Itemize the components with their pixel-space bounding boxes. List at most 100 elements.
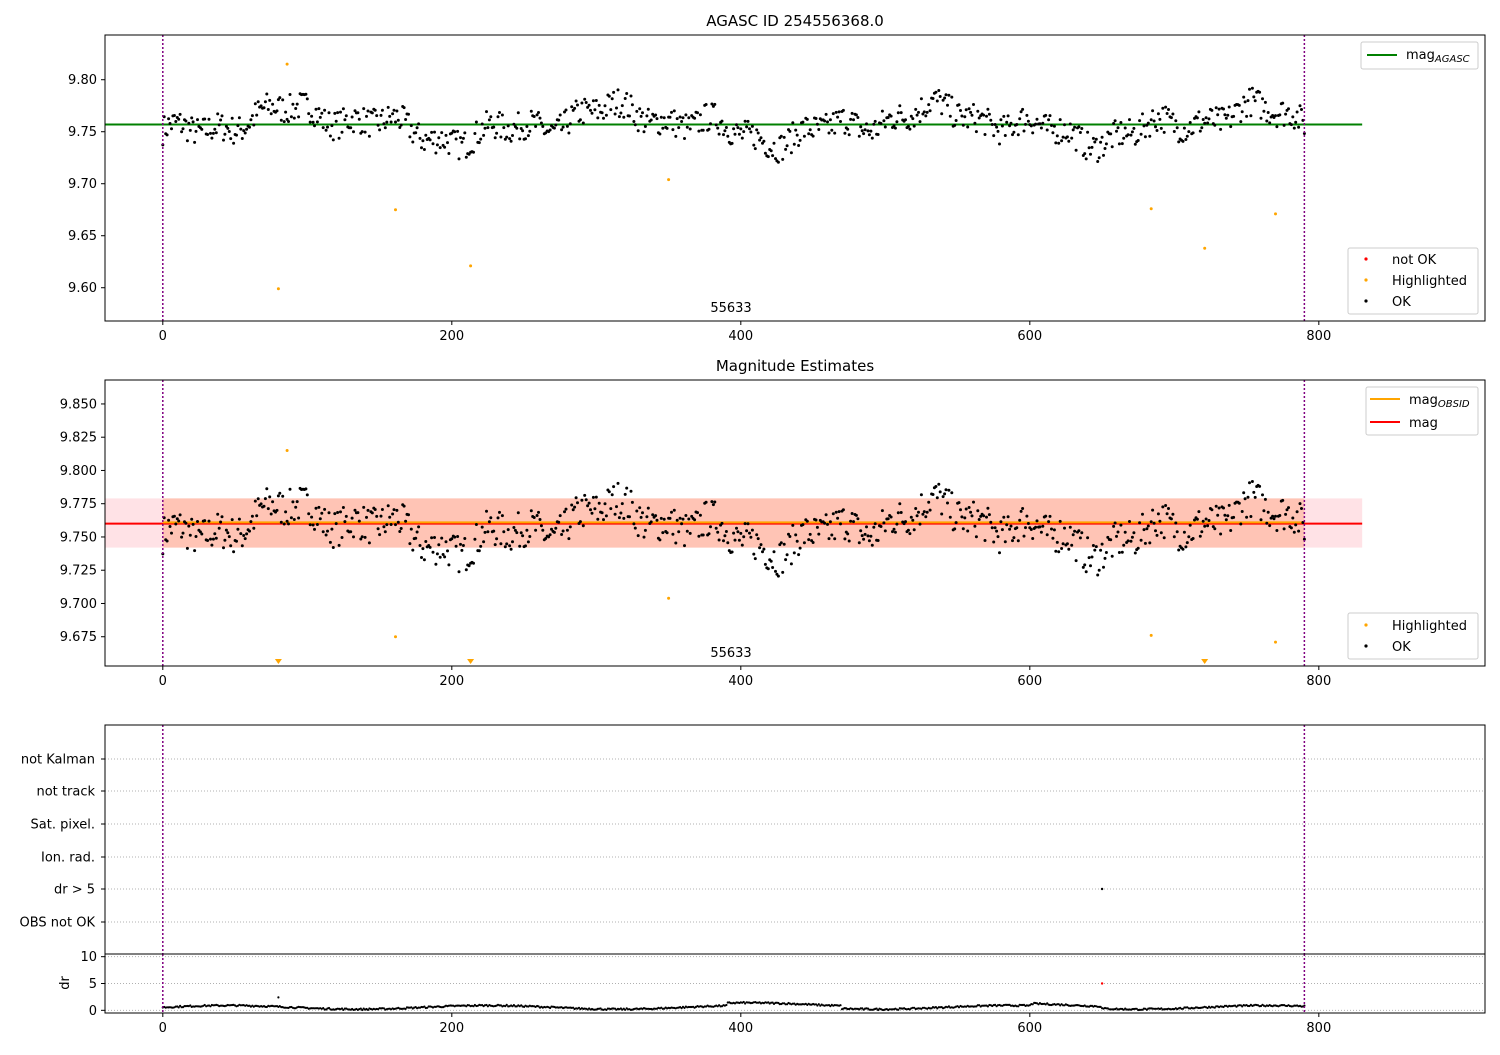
ok-point [732,127,736,131]
ok-point [742,1000,745,1004]
ok-point [1103,147,1107,150]
ok-point [561,125,565,129]
ok-point [185,546,189,550]
ok-point [1109,538,1113,542]
ok-point [203,519,207,523]
ok-point [1284,512,1288,516]
ok-point [1123,126,1127,130]
ok-point [1065,542,1069,546]
ok-point [645,515,649,519]
ok-point [297,516,301,520]
ok-point [841,108,845,112]
ok-point [435,143,439,147]
ok-point [661,531,665,535]
ok-point [574,99,578,103]
panel-dr: 0 200 400 600 800 0 5 10 dr [58,950,1486,1036]
ok-point [658,538,662,542]
ok-point [906,125,910,128]
ok-point [1115,129,1118,133]
ok-point [242,534,246,537]
ok-point [177,117,181,121]
ok-point [776,574,780,578]
ok-point [537,1005,540,1008]
ok-point [1181,1007,1185,1010]
ok-point [239,127,243,131]
ok-point [670,510,673,514]
ok-point [1156,512,1160,516]
ok-point [996,535,1000,539]
ok-point [870,543,874,547]
ok-point [1055,134,1059,138]
ok-point [230,116,234,120]
ok-point [321,126,325,130]
ok-point [433,536,436,539]
ok-point [1268,524,1272,528]
ok-point [1142,528,1146,532]
plot-area: 0 200 400 600 800 0 5 10 [80,950,1485,1036]
ok-point [229,137,233,141]
ok-point [776,160,780,164]
ok-point [744,1002,747,1005]
ok-point [771,154,775,158]
ok-point [485,509,488,513]
ok-point [837,510,841,514]
ok-point [999,118,1003,122]
ok-point [508,137,512,141]
ok-point [891,530,894,534]
ok-point [521,534,525,538]
ok-point [1041,524,1045,528]
ok-point [973,524,977,528]
ok-point [168,525,172,528]
ok-point [1207,519,1211,522]
ok-point [1211,525,1215,529]
ok-point [493,543,497,547]
ok-point [696,111,699,115]
ok-point [327,111,331,115]
ok-point [1047,520,1051,524]
ok-point [537,510,540,514]
ok-point [603,502,607,506]
ok-point [591,99,595,103]
ok-point [739,127,743,131]
ok-point [255,113,259,117]
ok-point [417,525,421,529]
ok-point [746,119,750,123]
ok-point [357,117,361,121]
ok-point [1206,1006,1209,1010]
ok-point [344,114,348,118]
ok-point [1206,121,1210,125]
ok-point [617,516,621,520]
ok-point [1081,565,1085,569]
ok-point [1129,133,1133,137]
ok-point [266,108,270,111]
ok-point [675,518,679,522]
ok-point [373,508,377,511]
ok-point [463,131,467,135]
ok-point [1187,535,1191,539]
ok-point [557,118,561,122]
ok-point [1045,128,1049,132]
ok-point [480,525,484,529]
ok-point [578,118,582,122]
ok-point [1052,528,1056,532]
ok-point [194,535,198,538]
ok-point [391,112,395,116]
ok-point [1065,135,1069,139]
ok-point [671,128,675,132]
ok-point [1038,122,1042,126]
ok-point [362,107,366,111]
ok-point [480,122,484,126]
ok-point [1266,510,1270,514]
ok-point [704,500,708,504]
ok-point [1017,1005,1020,1008]
ok-point [214,536,218,540]
ok-point [321,530,325,534]
ok-point [629,94,633,98]
ok-point [619,111,623,115]
ok-point [697,129,701,133]
ok-point [526,134,530,138]
ok-point [285,519,289,523]
ok-point [567,537,571,541]
ok-point [742,130,746,134]
ok-point [456,129,460,133]
